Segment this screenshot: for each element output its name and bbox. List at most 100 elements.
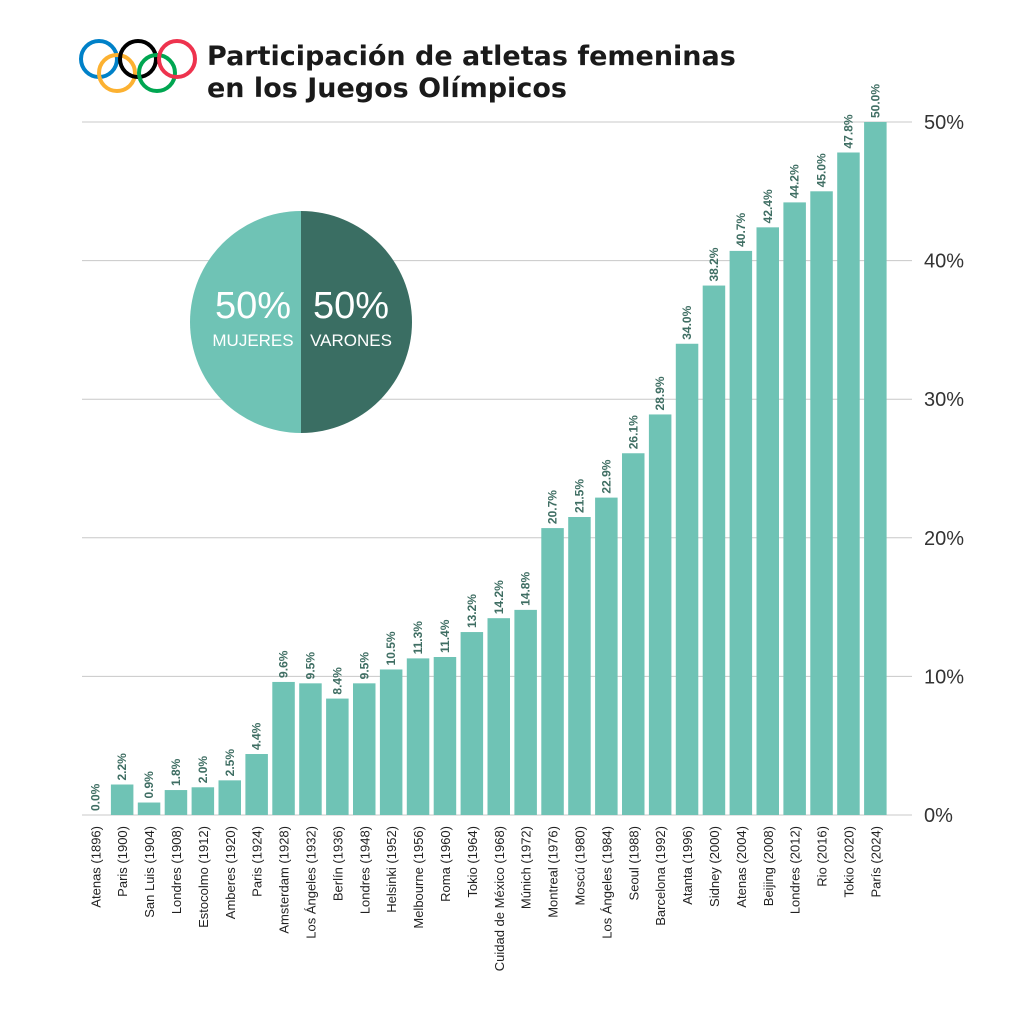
- bar: [756, 227, 779, 815]
- x-tick-label: Atenas (1896): [88, 826, 103, 908]
- bar: [514, 609, 537, 815]
- y-axis: 0% 10% 20% 30% 40% 50%: [924, 112, 964, 827]
- bar-value-label: 40.7%: [734, 213, 748, 247]
- bar-value-label: 0.0%: [88, 783, 102, 811]
- x-tick-label: Roma (1960): [438, 826, 453, 902]
- x-tick-label: Helsinki (1952): [384, 826, 399, 913]
- bar-value-label: 22.9%: [599, 459, 613, 493]
- x-tick-label: Londres (1908): [169, 826, 184, 914]
- x-tick-label: Amsterdam (1928): [277, 826, 292, 934]
- bar: [487, 618, 510, 815]
- bar: [379, 669, 403, 815]
- y-tick-label: 50%: [924, 112, 964, 134]
- olympic-rings-icon: [79, 39, 197, 93]
- bar: [299, 683, 322, 815]
- bar: [541, 528, 564, 815]
- bar-value-label: 34.0%: [680, 305, 694, 339]
- x-tick-label: San Luis (1904): [142, 826, 157, 918]
- bar: [460, 632, 484, 815]
- y-tick-label: 0%: [924, 805, 953, 827]
- bar: [729, 250, 753, 815]
- x-tick-label: Tokio (2020): [841, 826, 856, 898]
- bar-value-label: 38.2%: [707, 247, 721, 281]
- y-tick-label: 30%: [924, 389, 964, 411]
- x-tick-label: Londres (1948): [357, 826, 372, 914]
- bar: [864, 122, 887, 815]
- bar-value-label: 21.5%: [572, 479, 586, 513]
- ring-red: [157, 39, 197, 79]
- bar: [783, 202, 806, 815]
- chart-title-line-1: Participación de atletas femeninas: [207, 41, 736, 72]
- x-tick-label: Estocolmo (1912): [196, 826, 211, 928]
- x-tick-label: París (2024): [868, 826, 883, 898]
- y-tick-label: 20%: [924, 528, 964, 550]
- bar-value-label: 42.4%: [761, 189, 775, 223]
- x-tick-label: Atenas (2004): [734, 826, 749, 908]
- y-tick-label: 40%: [924, 251, 964, 273]
- pie-chart: 50% MUJERES 50% VARONES: [190, 211, 412, 433]
- pie-men-label: VARONES: [310, 331, 392, 350]
- x-tick-label: Beijing (2008): [761, 826, 776, 906]
- x-axis: Atenas (1896) Paris (1900) San Luis (1904)…: [88, 826, 883, 971]
- bar-value-label: 20.7%: [546, 490, 560, 524]
- bar: [810, 191, 833, 816]
- bar-value-label: 26.1%: [626, 415, 640, 449]
- bar: [137, 802, 161, 815]
- bar: [110, 784, 134, 815]
- bar: [353, 683, 376, 815]
- bar-value-label: 28.9%: [653, 376, 667, 410]
- x-tick-label: Rio (2016): [815, 826, 830, 887]
- bar: [406, 658, 430, 815]
- bar-value-label: 10.5%: [384, 631, 398, 665]
- y-tick-label: 10%: [924, 666, 964, 688]
- bar: [702, 285, 726, 816]
- bar-value-label: 11.4%: [438, 619, 452, 653]
- bar-value-label: 9.5%: [357, 652, 371, 680]
- x-tick-label: Los Ángeles (1932): [303, 826, 318, 939]
- bar-value-label: 1.8%: [169, 758, 183, 786]
- bar: [272, 681, 295, 815]
- bar: [595, 497, 618, 815]
- bar: [218, 780, 241, 815]
- x-tick-label: Atanta (1996): [680, 826, 695, 905]
- x-tick-label: Melbourne (1956): [411, 826, 426, 929]
- x-tick-label: Seoul (1988): [626, 826, 641, 900]
- pie-women-percent: 50%: [215, 285, 291, 327]
- x-tick-label: Paris (1900): [115, 826, 130, 897]
- x-tick-label: Londres (2012): [788, 826, 803, 914]
- bar-value-label: 0.9%: [142, 771, 156, 799]
- x-tick-label: Los Ángeles (1984): [599, 826, 614, 939]
- bar-value-label: 9.5%: [303, 652, 317, 680]
- bar-value-label: 44.2%: [788, 164, 802, 198]
- bar: [433, 656, 457, 815]
- x-tick-label: Moscú (1980): [572, 826, 587, 905]
- x-tick-label: Sidney (2000): [707, 826, 722, 907]
- bar-value-label: 4.4%: [250, 722, 264, 750]
- bar: [648, 414, 672, 815]
- bar-value-label: 45.0%: [815, 153, 829, 187]
- x-tick-label: Múnich (1972): [519, 826, 534, 909]
- ring-yellow: [97, 53, 137, 93]
- bar-value-label: 14.8%: [519, 572, 533, 606]
- pie-slice-men: [301, 211, 412, 433]
- bar: [326, 698, 349, 815]
- chart-title-line-2: en los Juegos Olímpicos: [207, 73, 567, 104]
- bar: [245, 754, 268, 815]
- pie-slice-women: [190, 211, 301, 433]
- bar: [191, 787, 215, 815]
- bar: [164, 790, 188, 815]
- x-tick-label: Barcelona (1992): [653, 826, 668, 926]
- x-tick-label: Berlín (1936): [330, 826, 345, 901]
- bar-value-label: 2.2%: [115, 753, 129, 781]
- ring-green: [137, 53, 177, 93]
- bar-value-label: 13.2%: [465, 594, 479, 628]
- pie-women-label: MUJERES: [212, 331, 293, 350]
- pie-men-percent: 50%: [313, 285, 389, 327]
- bars: [110, 122, 887, 816]
- bar-value-label: 2.0%: [196, 756, 210, 784]
- bar-value-label: 9.6%: [277, 650, 291, 678]
- bar: [622, 453, 645, 815]
- bar: [568, 517, 591, 815]
- x-tick-label: Amberes (1920): [223, 826, 238, 919]
